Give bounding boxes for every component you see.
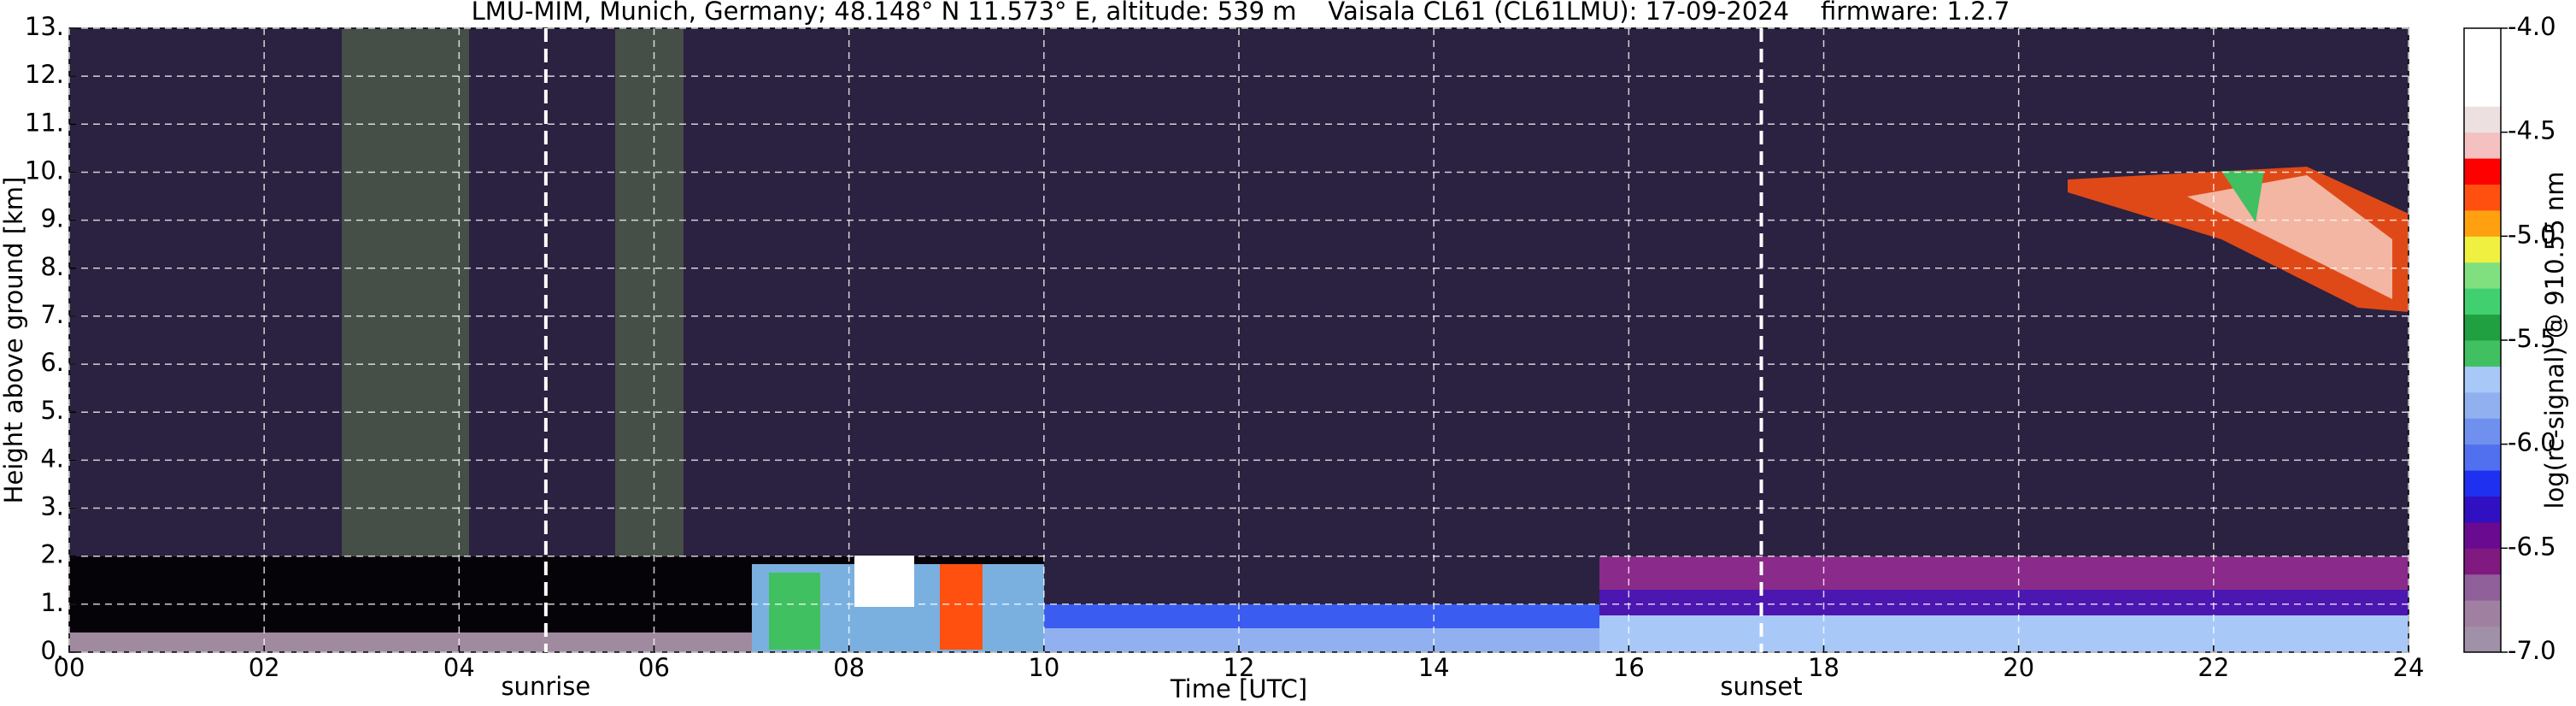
colorbar-step (2464, 366, 2501, 393)
y-tick-label: 6. (40, 348, 64, 377)
colorbar-step (2464, 54, 2501, 81)
y-tick-label: 12. (25, 60, 64, 89)
colorbar-step (2464, 28, 2501, 55)
y-tick-label: 9. (40, 204, 64, 233)
colorbar-step (2464, 340, 2501, 367)
colorbar-step (2464, 106, 2501, 133)
x-tick-label: 00 (54, 653, 85, 682)
colorbar-step (2464, 209, 2501, 237)
colorbar-tick-label: -5.5 (2508, 324, 2556, 353)
y-tick-label: 2. (40, 540, 64, 569)
colorbar-step (2464, 79, 2501, 107)
colorbar-step (2464, 236, 2501, 263)
y-tick-label: 13. (25, 12, 64, 41)
colorbar-label: log(rc-signal) @ 910.55 nm (2540, 171, 2569, 509)
colorbar-step (2464, 548, 2501, 575)
x-tick-label: 22 (2198, 653, 2229, 682)
annotation-label: sunset (1720, 672, 1802, 701)
chart-title: LMU-MIM, Munich, Germany; 48.148° N 11.5… (472, 0, 2010, 26)
y-tick-label: 7. (40, 300, 64, 329)
x-tick-label: 08 (833, 653, 865, 682)
x-tick-label: 24 (2393, 653, 2425, 682)
x-axis-label: Time [UTC] (1170, 674, 1307, 703)
y-tick-label: 8. (40, 252, 64, 281)
colorbar-tick-label: -7.0 (2508, 636, 2556, 665)
x-tick-label: 02 (249, 653, 280, 682)
colorbar-step (2464, 600, 2501, 627)
colorbar-tick-label: -6.5 (2508, 532, 2556, 561)
colorbar-step (2464, 132, 2501, 159)
annotation-label: sunrise (501, 672, 590, 701)
colorbar-step (2464, 262, 2501, 289)
colorbar-step (2464, 314, 2501, 341)
x-tick-label: 18 (1808, 653, 1840, 682)
colorbar-tick-label: -4.0 (2508, 12, 2556, 41)
colorbar-step (2464, 158, 2501, 185)
colorbar-tick-label: -5.0 (2508, 220, 2556, 249)
y-tick-label: 5. (40, 396, 64, 425)
y-tick-label: 0. (40, 636, 64, 665)
y-axis-label: Height above ground [km] (0, 177, 28, 504)
colorbar-tick-label: -6.0 (2508, 428, 2556, 457)
colorbar-step (2464, 626, 2501, 653)
y-tick-label: 10. (25, 156, 64, 185)
colorbar-step (2464, 496, 2501, 523)
colorbar-step (2464, 418, 2501, 445)
x-tick-label: 04 (443, 653, 475, 682)
y-tick-label: 3. (40, 492, 64, 521)
colorbar-step (2464, 391, 2501, 419)
colorbar-step (2464, 574, 2501, 601)
x-tick-label: 14 (1418, 653, 1450, 682)
x-tick-label: 06 (638, 653, 670, 682)
x-tick-label: 10 (1028, 653, 1059, 682)
y-tick-label: 4. (40, 444, 64, 473)
colorbar-step (2464, 470, 2501, 497)
colorbar-step (2464, 288, 2501, 315)
colorbar-tick-label: -4.5 (2508, 116, 2556, 145)
y-tick-label: 1. (40, 588, 64, 617)
colorbar-step (2464, 521, 2501, 549)
x-tick-label: 20 (2003, 653, 2034, 682)
x-tick-label: 12 (1223, 653, 1255, 682)
y-tick-label: 11. (25, 108, 64, 137)
colorbar-step (2464, 444, 2501, 471)
x-tick-label: 16 (1613, 653, 1645, 682)
colorbar-step (2464, 184, 2501, 211)
